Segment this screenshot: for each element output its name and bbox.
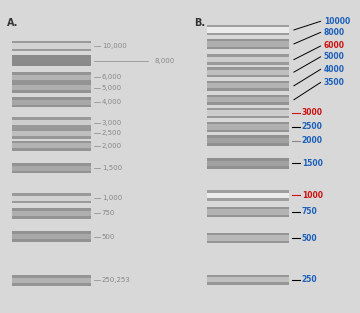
Bar bbox=[12, 143, 91, 148]
Text: 8,000: 8,000 bbox=[154, 58, 174, 64]
Bar bbox=[207, 110, 289, 115]
Text: 750: 750 bbox=[302, 208, 318, 216]
Bar bbox=[12, 141, 91, 151]
Bar bbox=[12, 131, 91, 136]
Text: 1000: 1000 bbox=[302, 191, 323, 200]
Bar bbox=[207, 69, 289, 75]
Bar bbox=[12, 72, 91, 82]
Bar bbox=[207, 124, 289, 130]
Bar bbox=[12, 231, 91, 242]
Bar bbox=[12, 120, 91, 125]
Bar bbox=[207, 190, 289, 201]
Bar bbox=[207, 135, 289, 146]
Bar bbox=[12, 128, 91, 139]
Bar bbox=[207, 277, 289, 282]
Bar bbox=[12, 278, 91, 283]
Bar bbox=[207, 158, 289, 168]
Bar bbox=[12, 211, 91, 216]
Bar bbox=[207, 97, 289, 102]
Bar bbox=[207, 67, 289, 77]
Text: 3500: 3500 bbox=[324, 78, 345, 87]
Bar bbox=[207, 83, 289, 89]
Text: B.: B. bbox=[194, 18, 205, 28]
Text: 2000: 2000 bbox=[302, 136, 323, 145]
Bar bbox=[207, 95, 289, 105]
Bar bbox=[12, 208, 91, 218]
Bar bbox=[12, 275, 91, 285]
Bar bbox=[12, 117, 91, 128]
Bar bbox=[207, 41, 289, 47]
Bar bbox=[207, 39, 289, 49]
Text: 10,000: 10,000 bbox=[102, 43, 127, 49]
Text: 3,000: 3,000 bbox=[102, 120, 122, 126]
Bar bbox=[12, 82, 91, 93]
Bar bbox=[12, 100, 91, 105]
Text: A.: A. bbox=[7, 18, 18, 28]
Text: 750: 750 bbox=[102, 210, 115, 216]
Bar bbox=[12, 55, 91, 66]
Bar bbox=[12, 234, 91, 239]
Text: 2,000: 2,000 bbox=[102, 143, 122, 149]
Bar bbox=[12, 196, 91, 201]
Bar bbox=[207, 57, 289, 62]
Bar bbox=[207, 81, 289, 91]
Bar bbox=[207, 233, 289, 243]
Bar bbox=[207, 275, 289, 285]
Bar bbox=[207, 27, 289, 33]
Text: 1,500: 1,500 bbox=[102, 165, 122, 171]
Text: 6000: 6000 bbox=[324, 42, 345, 50]
Text: 250: 250 bbox=[302, 275, 317, 284]
Bar bbox=[12, 97, 91, 107]
Bar bbox=[207, 108, 289, 118]
Text: 1,000: 1,000 bbox=[102, 195, 122, 201]
Text: 6,000: 6,000 bbox=[102, 74, 122, 80]
Bar bbox=[12, 85, 91, 90]
Bar bbox=[207, 209, 289, 214]
Text: 250,253: 250,253 bbox=[102, 277, 131, 283]
Bar bbox=[12, 193, 91, 203]
Text: 500: 500 bbox=[302, 233, 317, 243]
Text: 2,500: 2,500 bbox=[102, 130, 122, 136]
Bar bbox=[207, 161, 289, 166]
Text: 3000: 3000 bbox=[302, 108, 323, 117]
Text: 2500: 2500 bbox=[302, 122, 323, 131]
Bar bbox=[207, 193, 289, 198]
Bar bbox=[207, 122, 289, 132]
Text: 5,000: 5,000 bbox=[102, 85, 122, 91]
Text: 5000: 5000 bbox=[324, 52, 345, 61]
Bar bbox=[12, 58, 91, 63]
Bar bbox=[12, 166, 91, 171]
Bar bbox=[207, 25, 289, 35]
Text: 10000: 10000 bbox=[324, 17, 350, 26]
Text: 8000: 8000 bbox=[324, 28, 345, 37]
Bar bbox=[207, 138, 289, 143]
Bar bbox=[12, 74, 91, 80]
Text: 4,000: 4,000 bbox=[102, 99, 122, 105]
Text: 4000: 4000 bbox=[324, 65, 345, 74]
Bar bbox=[12, 163, 91, 173]
Bar bbox=[207, 207, 289, 217]
Text: 1500: 1500 bbox=[302, 159, 323, 168]
Bar bbox=[12, 41, 91, 51]
Bar bbox=[207, 235, 289, 241]
Bar bbox=[207, 54, 289, 65]
Text: 500: 500 bbox=[102, 234, 115, 240]
Bar bbox=[12, 44, 91, 49]
